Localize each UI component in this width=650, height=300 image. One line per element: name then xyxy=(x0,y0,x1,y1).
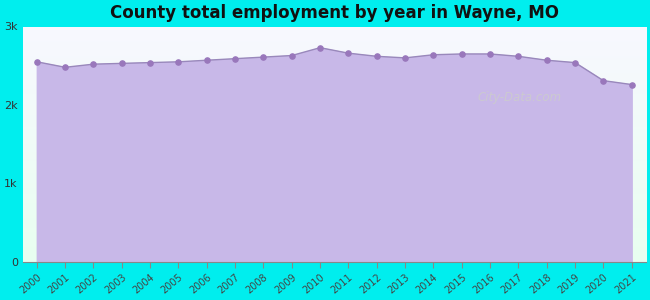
Point xyxy=(32,59,42,64)
Point xyxy=(258,55,268,59)
Point xyxy=(372,54,382,59)
Point xyxy=(202,58,212,63)
Point xyxy=(287,53,297,58)
Point xyxy=(428,52,439,57)
Point xyxy=(627,82,637,87)
Point xyxy=(513,54,523,59)
Point xyxy=(400,56,410,60)
Point xyxy=(485,52,495,56)
Point xyxy=(456,52,467,56)
Point xyxy=(343,51,354,56)
Point xyxy=(315,45,325,50)
Text: City-Data.com: City-Data.com xyxy=(478,91,562,103)
Point xyxy=(145,60,155,65)
Point xyxy=(230,56,240,61)
Point xyxy=(541,58,552,63)
Point xyxy=(116,61,127,66)
Point xyxy=(174,59,184,64)
Title: County total employment by year in Wayne, MO: County total employment by year in Wayne… xyxy=(110,4,559,22)
Point xyxy=(88,62,99,67)
Point xyxy=(570,60,580,65)
Point xyxy=(60,65,70,70)
Point xyxy=(598,78,608,83)
